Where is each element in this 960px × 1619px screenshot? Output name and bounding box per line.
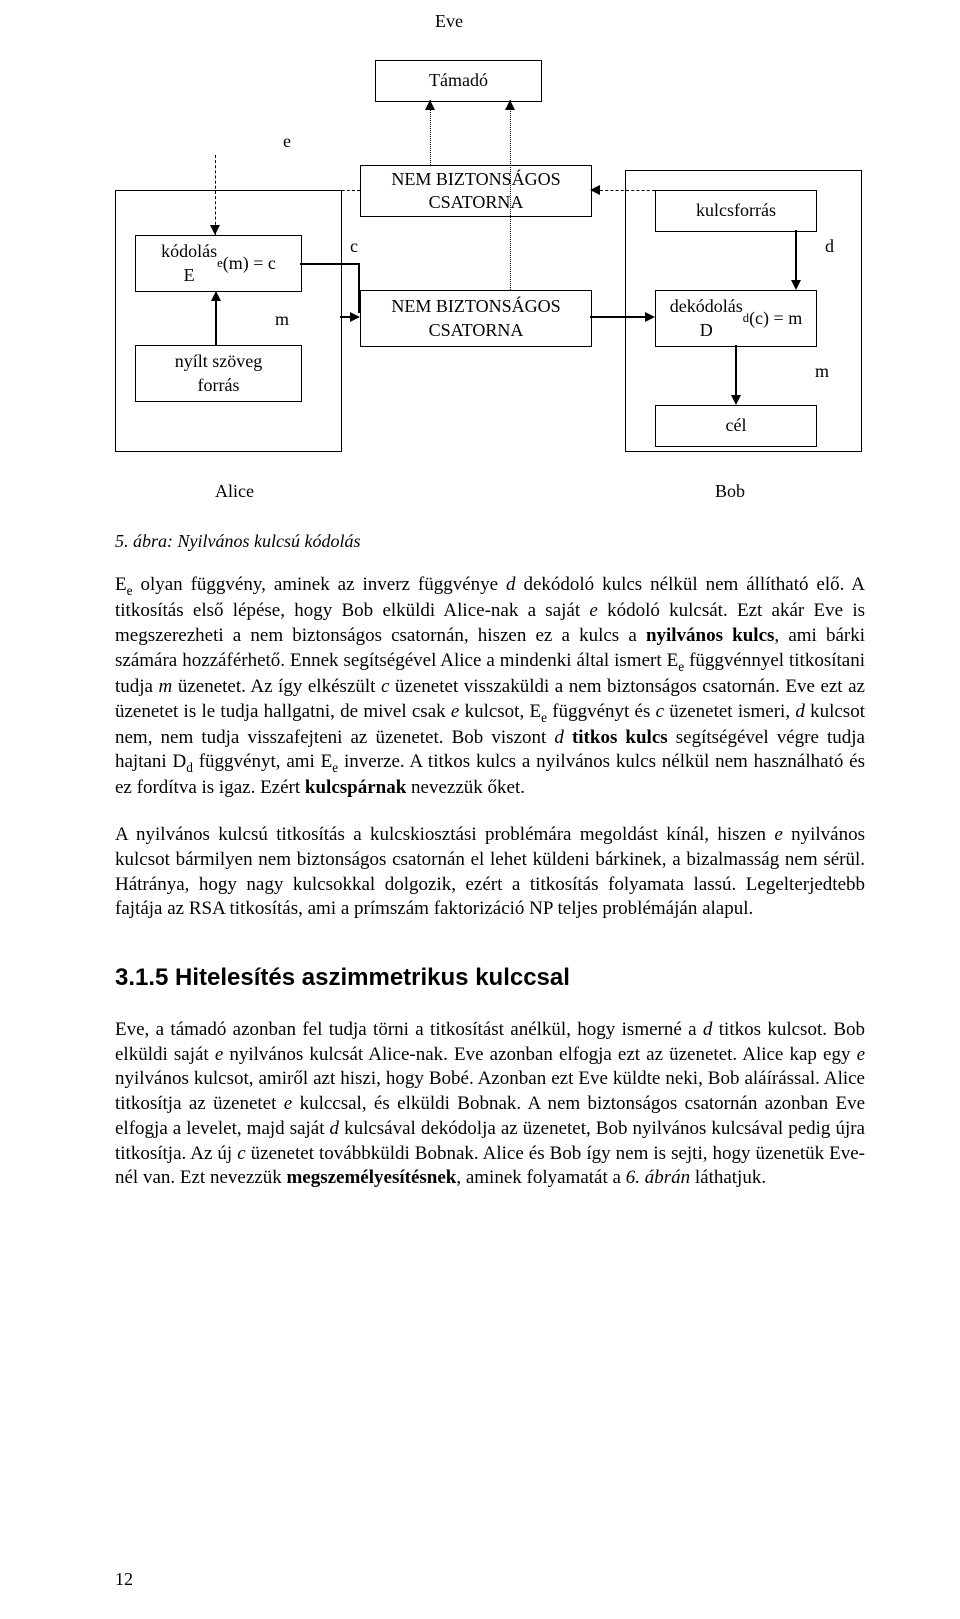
key-source-box: kulcsforrás [655,190,817,232]
dash-channel-to-alice-h [215,190,360,191]
plaintext-source-box: nyílt szövegforrás [135,345,302,402]
insecure-channel-top-box: NEM BIZTONSÁGOSCSATORNA [360,165,592,217]
target-box: cél [655,405,817,447]
figure-caption-text: Nyilvános kulcsú kódolás [173,531,360,551]
figure-5-diagram: Eve Támadó e c d m m kódolásEe(m) = c ny… [115,10,885,510]
arrowhead-e-to-encoding [210,225,220,235]
paragraph-1: Ee olyan függvény, aminek az inverz függ… [115,573,865,801]
attacker-box: Támadó [375,60,542,102]
arrow-enc-to-channel-v [358,263,360,313]
arrowhead-channel-to-decoding [645,312,655,322]
figure-number: 5. ábra: [115,531,173,551]
arrow-plaintext-to-encoding [215,300,217,345]
figure-caption: 5. ábra: Nyilvános kulcsú kódolás [115,530,865,553]
arrowhead-attacker-up-right [505,100,515,110]
alice-group-box [115,190,342,452]
arrow-channel-to-decoding [590,316,645,318]
dot-attacker-to-channel-bottom-v [510,100,511,290]
eve-label: Eve [435,10,463,33]
arrow-enc-to-channel-h [300,263,360,265]
arrow-enc-channel-entry [340,316,350,318]
c-label: c [350,235,358,258]
bob-caption: Bob [715,480,745,503]
dash-channel-to-alice-v [215,155,216,235]
paragraph-2: A nyilvános kulcsú titkosítás a kulcskio… [115,823,865,922]
encoding-box: kódolásEe(m) = c [135,235,302,292]
dash-key-to-channel [600,190,655,191]
arrowhead-plaintext-to-encoding [211,291,221,301]
arrow-decoding-to-target [735,345,737,395]
arrow-key-to-decoding [795,230,797,280]
alice-caption: Alice [215,480,254,503]
arrowhead-enc-channel-entry [350,312,360,322]
insecure-channel-bottom-box: NEM BIZTONSÁGOSCSATORNA [360,290,592,347]
paragraph-3: Eve, a támadó azonban fel tudja törni a … [115,1018,865,1191]
page-number: 12 [115,1568,133,1591]
decoding-box: dekódolásDd(c) = m [655,290,817,347]
arrowhead-key-to-channel [590,185,600,195]
e-label: e [283,130,291,153]
section-heading: 3.1.5 Hitelesítés aszimmetrikus kulccsal [115,962,865,993]
arrowhead-key-to-decoding [791,280,801,290]
arrowhead-attacker-up-left [425,100,435,110]
arrowhead-decoding-to-target [731,395,741,405]
